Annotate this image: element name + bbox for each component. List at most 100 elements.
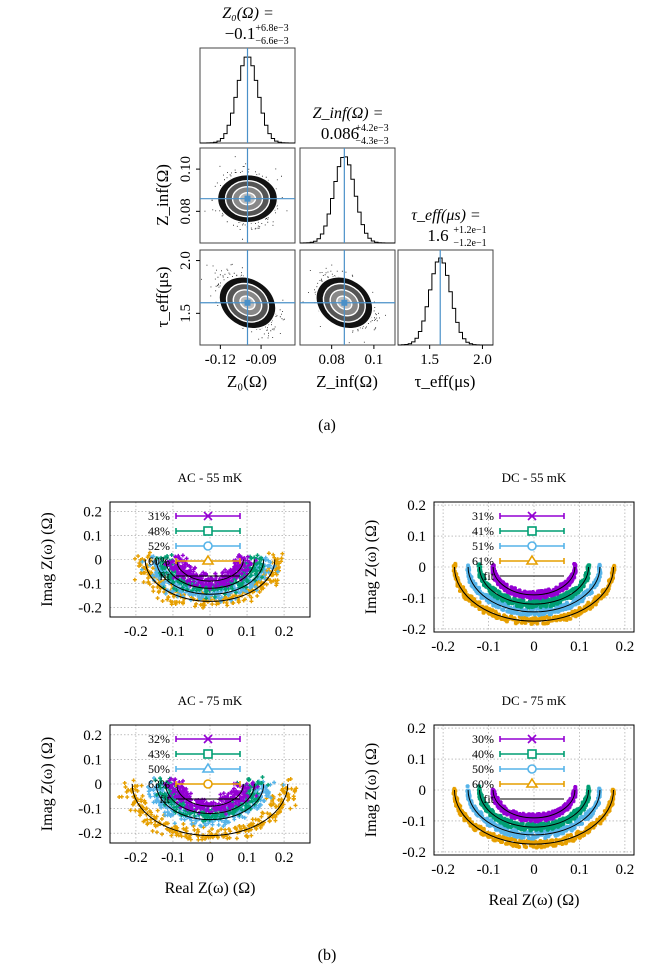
param-title-value: −0.1 [225,24,256,43]
x-tick-label: 0.1 [570,862,589,878]
estimate-marker [244,299,251,306]
x-tick-label: -0.1 [161,850,185,866]
legend-marker-x [527,511,537,521]
x-tick-label: 0.2 [616,639,635,655]
legend-label: 60% [472,777,494,791]
param-title-Zinf: Z_inf(Ω) = 0.086+4.2e−3 −4.3e−3 [313,105,389,147]
y-tick-label: 2.0 [178,251,194,270]
x-axis-label: Real Z(ω) (Ω) [489,892,580,909]
scatter-panel-tau-vs-Zinf [299,249,396,346]
fit-curve [165,559,255,589]
legend-fit-label: fit [483,569,494,583]
data-layer [451,784,616,850]
y-tick-label: -0.1 [78,802,102,818]
legend-marker-x [203,734,213,744]
panel-title: AC - 75 mK [178,693,243,708]
series-31pct [163,553,258,592]
caption-a: (a) [318,417,336,434]
x-tick-label: -0.1 [477,639,501,655]
y-tick-label: 0.08 [178,198,194,224]
param-title-lower: −6.6e−3 [255,36,288,47]
param-title-value: 0.086 [321,124,359,143]
param-title-lower: −1.2e−1 [453,238,486,249]
data-layer [117,775,299,843]
fit-curve [165,783,255,814]
x-tick-label: 0 [530,862,538,878]
histogram-Zinf [300,156,395,244]
x-tick-label: 1.5 [420,352,439,368]
corner-plot: Z₀(Ω) = −0.1 +6.8e−3 −6.6e−3 Z_inf(Ω) = 0.086… [153,5,494,391]
x-tick-label: 0.1 [238,850,257,866]
panel-title: DC - 55 mK [502,470,567,485]
y-tick-label: 0.1 [407,752,426,768]
histogram-frame-tau [397,249,494,346]
legend-marker-circle [527,764,537,774]
y-tick-label: 0.2 [83,505,102,521]
legend-fit-label: fit [159,792,170,806]
y-tick-label: 0.1 [83,529,102,545]
legend-label: 31% [472,509,494,523]
legend-label: 50% [148,762,170,776]
legend-label: 48% [148,524,170,538]
x-axis-label-tau: τ_eff(μs) [415,372,476,391]
y-axis-label-row1: Z_inf(Ω) [153,164,172,226]
legend-label: 52% [148,539,170,553]
fit-curve [155,559,265,595]
param-title-label: τ_eff(μs) = [411,207,480,224]
legend-marker-triangle [525,554,539,565]
nyquist-panel-3: DC - 75 mK -0.2 -0.1 0 0.1 0.2 -0.2 -0.1 0 0.1 0.2… [363,693,635,909]
x-tick-label: 2.0 [473,352,492,368]
fit-curve [176,783,244,807]
legend-label: 43% [148,747,170,761]
x-tick-label: -0.09 [245,352,276,368]
data-layer [132,550,285,610]
legend-label: 31% [148,509,170,523]
axes-frame [433,724,635,856]
fit-curve [176,559,244,582]
y-tick-label: 0.1 [407,529,426,545]
panel-title: DC - 75 mK [502,693,567,708]
x-axis-label: Real Z(ω) (Ω) [165,880,256,897]
legend-label: 40% [472,747,494,761]
legend-marker-x [203,511,213,521]
legend-label: 41% [472,524,494,538]
legend-label: 32% [148,732,170,746]
x-tick-label: 0.1 [365,352,384,368]
y-tick-label: -0.1 [402,814,426,830]
x-tick-label: 0.2 [275,624,294,640]
nyquist-panel-2: AC - 75 mK -0.2 -0.1 0 0.1 0.2 -0.2 -0.1 0 0.1 0.2… [39,693,311,897]
legend-label: 30% [472,732,494,746]
fit-curve [478,789,590,828]
panel-title: AC - 55 mK [178,470,243,485]
legend-marker-triangle [525,777,539,788]
y-tick-label: 1.5 [178,304,194,323]
histogram-frame-Zinf [299,147,396,244]
x-tick-label: 0 [530,639,538,655]
legend-label: 63% [148,777,170,791]
y-tick-label: 0 [419,560,427,576]
param-title-label: Z_inf(Ω) = [313,105,384,122]
x-tick-label: 0.2 [616,862,635,878]
param-title-label: Z₀(Ω) = [222,5,273,22]
legend-marker-circle [203,779,213,789]
x-tick-label: -0.2 [431,639,455,655]
fit-curve [144,559,276,602]
fit-curve [453,789,615,845]
nyquist-panel-1: DC - 55 mK -0.2 -0.1 0 0.1 0.2 -0.2 -0.1 0 0.1 0.2… [363,470,635,655]
axes-frame [109,501,311,618]
posterior-samples [204,156,288,240]
axes-frame [109,724,311,844]
y-tick-label: -0.2 [402,845,426,861]
legend-label: 50% [472,762,494,776]
param-title-upper: +6.8e−3 [255,23,288,34]
legend-marker-square [527,749,537,759]
data-points [163,553,258,592]
y-tick-label: -0.2 [78,600,102,616]
fit-curve [492,566,576,596]
legend-marker-square [527,526,537,536]
param-title-upper: +1.2e−1 [453,225,486,236]
legend-marker-circle [203,541,213,551]
param-title-value: 1.6 [427,226,448,245]
param-title-tau: τ_eff(μs) = 1.6 +1.2e−1 −1.2e−1 [411,207,486,249]
